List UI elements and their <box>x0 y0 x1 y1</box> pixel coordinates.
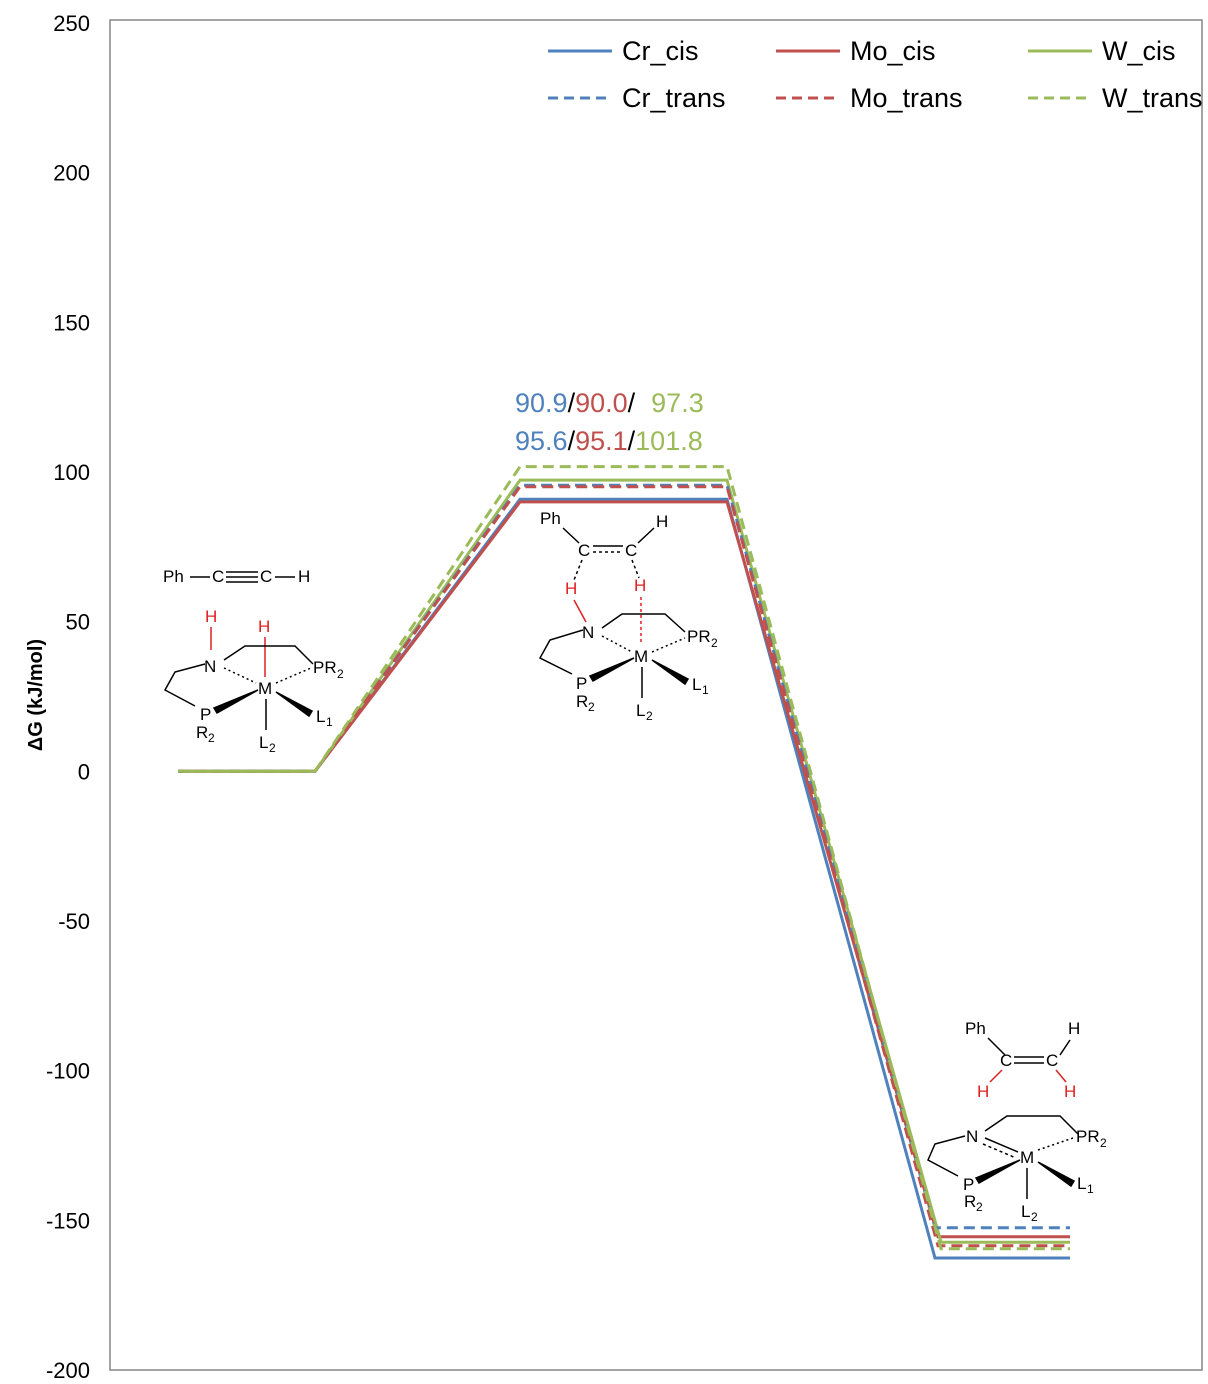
svg-text:2: 2 <box>711 636 718 650</box>
y-tick-label: -150 <box>46 1208 90 1233</box>
svg-text:L: L <box>1077 1174 1086 1193</box>
y-tick-label: 200 <box>53 161 90 186</box>
svg-text:R: R <box>964 1192 976 1211</box>
svg-text:N: N <box>204 657 216 676</box>
y-tick-label: 250 <box>53 11 90 36</box>
legend-item-mo-trans: Mo_trans <box>776 83 963 113</box>
ts-structure: Ph C C H H H N M PR 2 P R 2 L 1 L 2 <box>538 509 718 723</box>
svg-text:L: L <box>316 707 325 726</box>
y-tick-label: 150 <box>53 310 90 335</box>
svg-text:H: H <box>1064 1082 1076 1101</box>
y-tick-label: -50 <box>58 909 90 934</box>
svg-text:PR: PR <box>687 627 711 646</box>
legend-item-mo-cis: Mo_cis <box>776 36 936 66</box>
svg-text:Ph: Ph <box>540 509 561 528</box>
legend: Cr_cis Mo_cis W_cis Cr_trans Mo_trans W_… <box>548 36 1203 113</box>
svg-text:R: R <box>196 723 208 742</box>
svg-text:Mo_trans: Mo_trans <box>850 83 963 113</box>
svg-text:2: 2 <box>588 700 595 714</box>
svg-text:L: L <box>1021 1202 1030 1221</box>
series-lines <box>178 465 1070 1260</box>
y-tick-label: 100 <box>53 460 90 485</box>
legend-item-cr-trans: Cr_trans <box>548 83 726 113</box>
y-axis-ticks: 250 200 150 100 50 0 -50 -100 -150 -200 <box>46 11 90 1383</box>
y-tick-label: 0 <box>78 759 90 784</box>
svg-text:C: C <box>578 541 590 560</box>
svg-text:H: H <box>977 1082 989 1101</box>
svg-text:H: H <box>205 607 217 626</box>
svg-text:W_trans: W_trans <box>1102 83 1203 113</box>
barrier-label-trans: 95.6/95.1/101.8 <box>515 426 703 456</box>
svg-text:M: M <box>634 647 648 666</box>
svg-text:2: 2 <box>208 731 215 745</box>
barrier-label-cis: 90.9/90.0/97.3 <box>515 388 704 418</box>
svg-text:M: M <box>1020 1148 1034 1167</box>
svg-text:C: C <box>625 541 637 560</box>
svg-text:P: P <box>963 1175 974 1194</box>
svg-text:N: N <box>966 1127 978 1146</box>
svg-text:P: P <box>200 705 211 724</box>
svg-text:2: 2 <box>976 1200 983 1214</box>
svg-text:R: R <box>576 692 588 711</box>
svg-text:N: N <box>582 623 594 642</box>
series-line-mo-trans <box>178 485 1070 1248</box>
svg-text:P: P <box>576 674 587 693</box>
legend-item-w-cis: W_cis <box>1028 36 1176 66</box>
svg-text:2: 2 <box>646 709 653 723</box>
svg-text:Cr_trans: Cr_trans <box>622 83 726 113</box>
svg-text:Cr_cis: Cr_cis <box>622 36 699 66</box>
svg-text:W_cis: W_cis <box>1102 36 1176 66</box>
plot-area <box>109 19 1203 1371</box>
svg-text:C: C <box>260 567 272 586</box>
svg-text:M: M <box>258 679 272 698</box>
y-tick-label: 50 <box>66 610 90 635</box>
svg-text:H: H <box>565 579 577 598</box>
legend-item-cr-cis: Cr_cis <box>548 36 699 66</box>
svg-text:1: 1 <box>326 715 333 729</box>
series-line-w-cis <box>178 478 1070 1244</box>
series-line-cr-trans <box>178 483 1070 1230</box>
y-axis-label: ΔG (kJ/mol) <box>25 639 47 751</box>
svg-text:H: H <box>656 512 668 531</box>
svg-text:Ph: Ph <box>163 567 184 586</box>
svg-text:1: 1 <box>702 683 709 697</box>
product-structure: Ph C C H H H N M PR 2 P R 2 L 1 L 2 <box>927 1019 1107 1224</box>
svg-text:PR: PR <box>313 658 337 677</box>
svg-text:L: L <box>259 733 268 752</box>
svg-text:H: H <box>634 576 646 595</box>
svg-text:H: H <box>298 567 310 586</box>
svg-text:L: L <box>692 675 701 694</box>
svg-text:2: 2 <box>337 667 344 681</box>
svg-text:PR: PR <box>1076 1127 1100 1146</box>
svg-text:C: C <box>212 567 224 586</box>
y-tick-label: -100 <box>46 1059 90 1084</box>
svg-text:Mo_cis: Mo_cis <box>850 36 936 66</box>
svg-text:1: 1 <box>1087 1182 1094 1196</box>
reactant-structure: Ph C C H H N H M PR 2 P R 2 L 1 L 2 <box>163 567 344 755</box>
svg-text:H: H <box>1068 1019 1080 1038</box>
legend-item-w-trans: W_trans <box>1028 83 1203 113</box>
svg-text:2: 2 <box>1031 1210 1038 1224</box>
svg-text:L: L <box>636 701 645 720</box>
svg-text:Ph: Ph <box>965 1019 986 1038</box>
svg-text:C: C <box>1046 1051 1058 1070</box>
svg-text:2: 2 <box>1100 1136 1107 1150</box>
svg-text:C: C <box>1000 1051 1012 1070</box>
y-tick-label: -200 <box>46 1358 90 1383</box>
svg-text:2: 2 <box>269 741 276 755</box>
svg-text:H: H <box>258 617 270 636</box>
